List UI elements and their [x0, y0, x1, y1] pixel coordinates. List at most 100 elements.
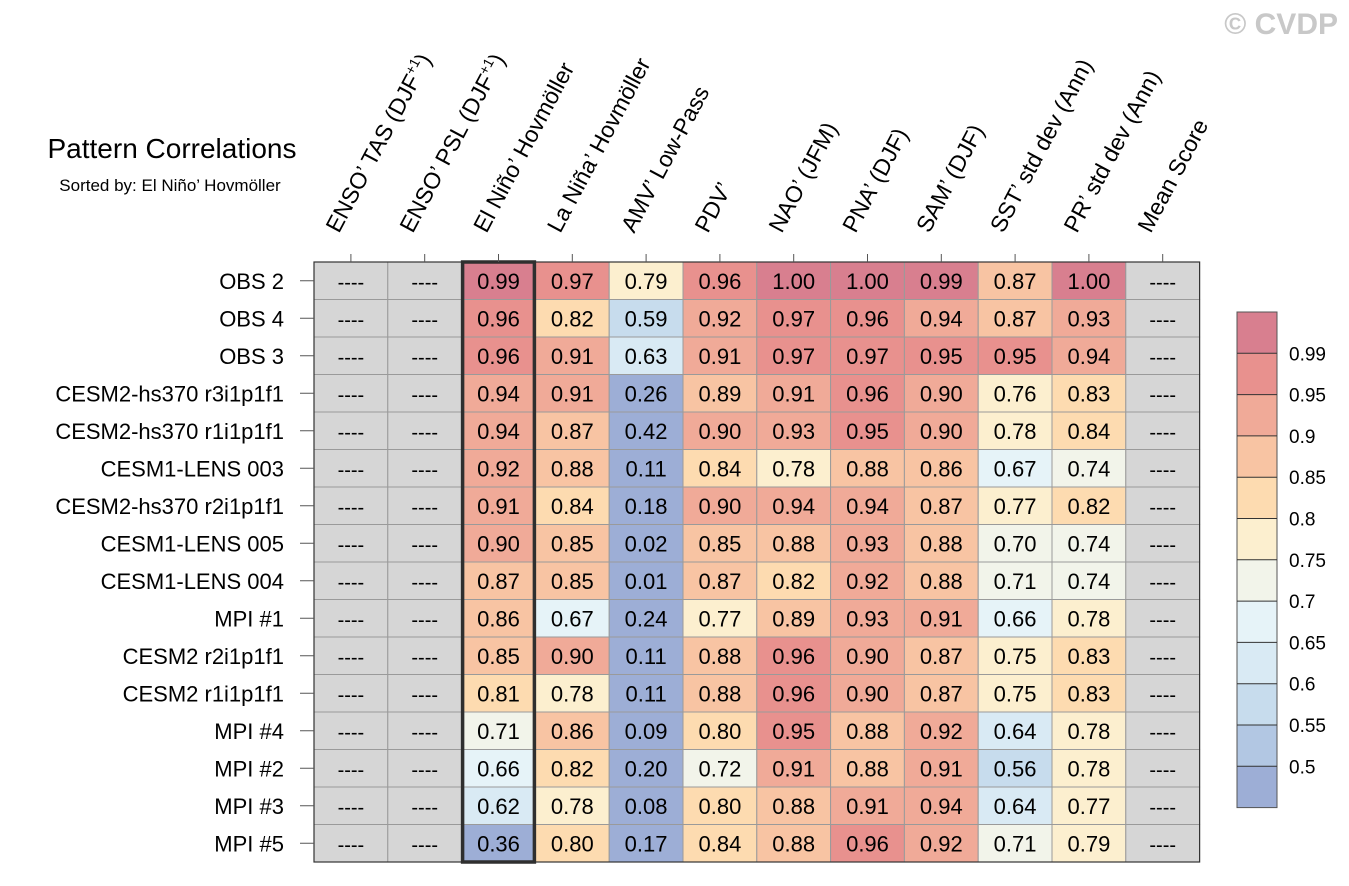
cell-cesm2-hs370-r2i1p1f1-col-11 — [1125, 486, 1201, 525]
cell-value: 0.94 — [920, 306, 963, 331]
cell-value: ---- — [411, 759, 438, 781]
cell-value: 0.91 — [772, 381, 815, 406]
cell-mpi-4-col-7 — [830, 711, 905, 750]
cell-mpi-4-col-4 — [608, 711, 684, 750]
cell-cesm2-r1i1p1f1-col-5 — [682, 674, 758, 713]
cell-value: ---- — [1149, 572, 1176, 594]
cell-value: 0.84 — [1067, 419, 1110, 444]
cell-value: 0.97 — [772, 344, 815, 369]
cell-cesm2-hs370-r2i1p1f1-col-0 — [313, 486, 389, 525]
cell-cesm1-lens-004-col-7 — [830, 561, 905, 600]
colorbar-label: 0.75 — [1289, 551, 1326, 572]
colorbar-swatch — [1237, 312, 1277, 354]
cell-value: 0.99 — [920, 269, 963, 294]
cell-value: ---- — [338, 347, 365, 369]
colorbar-label: 0.99 — [1289, 344, 1326, 365]
row-label-cesm2-hs370-r3i1p1f1: CESM2-hs370 r3i1p1f1 — [55, 381, 284, 406]
cell-cesm2-r2i1p1f1-col-8 — [903, 636, 979, 675]
colorbar-label: 0.6 — [1289, 675, 1315, 696]
cell-value: 0.77 — [994, 494, 1037, 519]
cell-value: 0.87 — [551, 419, 594, 444]
cell-value: ---- — [1149, 347, 1176, 369]
cell-value: 0.90 — [846, 644, 889, 669]
row-label-mpi-1: MPI #1 — [214, 606, 284, 631]
grid-border — [313, 261, 1201, 863]
cell-cesm1-lens-004-col-1 — [387, 561, 463, 600]
cell-obs-4-col-5 — [682, 299, 758, 338]
column-header-pdv: PDV’ — [689, 178, 737, 236]
cell-obs-3-col-11 — [1125, 336, 1201, 375]
cell-value: 0.95 — [846, 419, 889, 444]
cell-cesm1-lens-004-col-2 — [461, 561, 536, 600]
cell-cesm2-hs370-r3i1p1f1-col-9 — [977, 374, 1053, 413]
colorbar-swatch — [1237, 642, 1277, 684]
colorbar-swatch — [1237, 683, 1277, 725]
cell-value: 0.83 — [1067, 381, 1110, 406]
cell-value: ---- — [411, 309, 438, 331]
cell-value: 0.78 — [551, 794, 594, 819]
cell-value: 0.88 — [846, 456, 889, 481]
cell-value: ---- — [1149, 647, 1176, 669]
cell-mpi-4-col-6 — [756, 711, 832, 750]
cell-value: 0.96 — [846, 381, 889, 406]
cell-cesm2-hs370-r3i1p1f1-col-0 — [313, 374, 389, 413]
cell-cesm1-lens-003-col-8 — [903, 449, 979, 488]
colorbar-swatch — [1237, 353, 1277, 395]
cell-value: 0.84 — [551, 494, 594, 519]
cell-value: 0.79 — [625, 269, 668, 294]
cell-value: 0.86 — [551, 719, 594, 744]
cell-value: 0.97 — [846, 344, 889, 369]
cell-value: ---- — [411, 459, 438, 481]
cell-cesm2-r2i1p1f1-col-0 — [313, 636, 389, 675]
cell-value: 0.82 — [551, 756, 594, 781]
cell-cesm1-lens-004-col-0 — [313, 561, 389, 600]
cell-value: ---- — [1149, 309, 1176, 331]
cell-cesm2-hs370-r1i1p1f1-col-10 — [1051, 411, 1127, 450]
colorbar-swatch — [1237, 394, 1277, 436]
cell-value: 0.01 — [625, 569, 668, 594]
cell-value: 0.88 — [846, 756, 889, 781]
colorbar-swatch — [1237, 559, 1277, 602]
cell-value: ---- — [338, 422, 365, 444]
cell-obs-4-col-10 — [1051, 299, 1127, 338]
cell-obs-2-col-7 — [830, 261, 905, 300]
row-label-obs-4: OBS 4 — [219, 306, 284, 331]
cell-value: 0.77 — [1067, 794, 1110, 819]
cell-cesm2-hs370-r3i1p1f1-col-3 — [534, 374, 610, 413]
cell-value: 0.96 — [846, 306, 889, 331]
cell-mpi-3-col-10 — [1051, 786, 1127, 825]
cell-value: 0.64 — [994, 719, 1037, 744]
cell-cesm2-hs370-r3i1p1f1-col-5 — [682, 374, 758, 413]
cell-cesm2-r1i1p1f1-col-2 — [461, 674, 536, 713]
cell-mpi-2-col-5 — [682, 749, 758, 788]
cell-value: ---- — [411, 272, 438, 294]
cell-value: ---- — [338, 797, 365, 819]
cell-value: 0.62 — [477, 794, 520, 819]
cell-cesm2-hs370-r1i1p1f1-col-4 — [608, 411, 684, 450]
cell-value: 0.91 — [920, 606, 963, 631]
cell-cesm2-r2i1p1f1-col-3 — [534, 636, 610, 675]
cell-value: 0.87 — [994, 306, 1037, 331]
cell-value: 0.79 — [1067, 831, 1110, 856]
cell-value: ---- — [1149, 797, 1176, 819]
cell-cesm1-lens-004-col-5 — [682, 561, 758, 600]
cell-value: 0.91 — [477, 494, 520, 519]
row-label-cesm2-hs370-r2i1p1f1: CESM2-hs370 r2i1p1f1 — [55, 494, 284, 519]
colorbar-swatch — [1237, 766, 1277, 808]
chart-subtitle: Sorted by: El Niño’ Hovmöller — [59, 176, 281, 195]
cell-cesm2-hs370-r2i1p1f1-col-5 — [682, 486, 758, 525]
cell-value: 1.00 — [1067, 269, 1110, 294]
cell-value: 0.87 — [698, 569, 741, 594]
colorbar-swatch — [1237, 435, 1277, 478]
cell-value: 0.94 — [920, 794, 963, 819]
cell-mpi-1-col-1 — [387, 599, 463, 638]
colorbar-label: 0.9 — [1289, 427, 1315, 448]
cell-value: ---- — [1149, 684, 1176, 706]
cell-value: 0.74 — [1067, 531, 1110, 556]
cell-value: 0.11 — [626, 644, 667, 669]
cell-value: ---- — [338, 722, 365, 744]
cell-value: 0.96 — [477, 344, 520, 369]
cell-obs-2-col-5 — [682, 261, 758, 300]
